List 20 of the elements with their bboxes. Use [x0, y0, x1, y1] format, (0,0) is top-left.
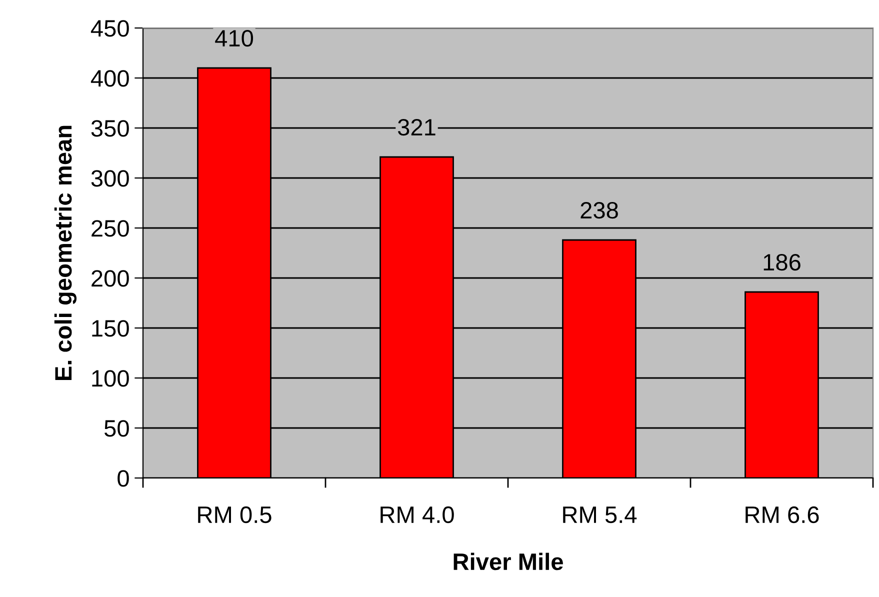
- y-tick-label: 250: [92, 220, 129, 237]
- y-tick-label: 0: [118, 470, 129, 487]
- y-tick-label: 400: [90, 70, 129, 87]
- data-label: 238: [580, 202, 618, 219]
- data-label: 321: [398, 118, 436, 136]
- y-tick-label: 450: [90, 20, 129, 37]
- y-tick-label: 200: [92, 270, 129, 287]
- x-tick-label: RM 4.0: [380, 506, 454, 524]
- y-tick-label: 350: [91, 120, 129, 137]
- x-tick-label: RM 0.5: [198, 506, 272, 524]
- y-tick-label: 100: [92, 370, 129, 387]
- x-tick-label: RM 5.4: [563, 506, 637, 524]
- x-axis-title: River Mile: [454, 552, 563, 570]
- y-axis-title: E. coli geometric mean: [54, 126, 77, 380]
- y-tick-label: 50: [104, 420, 129, 437]
- y-tick-label: 150: [92, 320, 129, 337]
- data-label: 186: [764, 254, 800, 271]
- data-label: 410: [215, 30, 254, 47]
- y-tick-label: 300: [91, 170, 129, 187]
- x-tick-label: RM 6.6: [746, 506, 819, 524]
